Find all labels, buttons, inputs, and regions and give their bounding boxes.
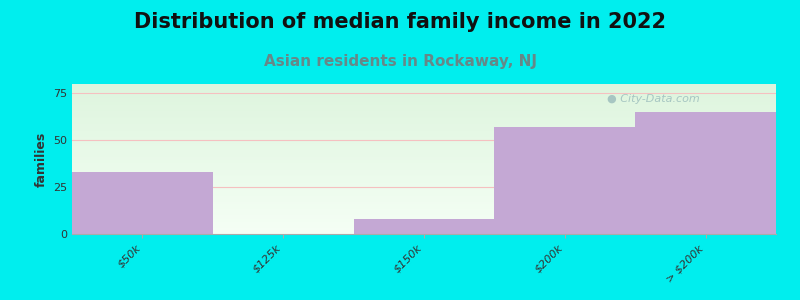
- Text: Distribution of median family income in 2022: Distribution of median family income in …: [134, 12, 666, 32]
- Bar: [494, 127, 635, 234]
- Text: ● City-Data.com: ● City-Data.com: [607, 94, 700, 104]
- Text: Asian residents in Rockaway, NJ: Asian residents in Rockaway, NJ: [263, 54, 537, 69]
- Y-axis label: families: families: [34, 131, 47, 187]
- Bar: [354, 219, 494, 234]
- Bar: [635, 112, 776, 234]
- Bar: [72, 172, 213, 234]
